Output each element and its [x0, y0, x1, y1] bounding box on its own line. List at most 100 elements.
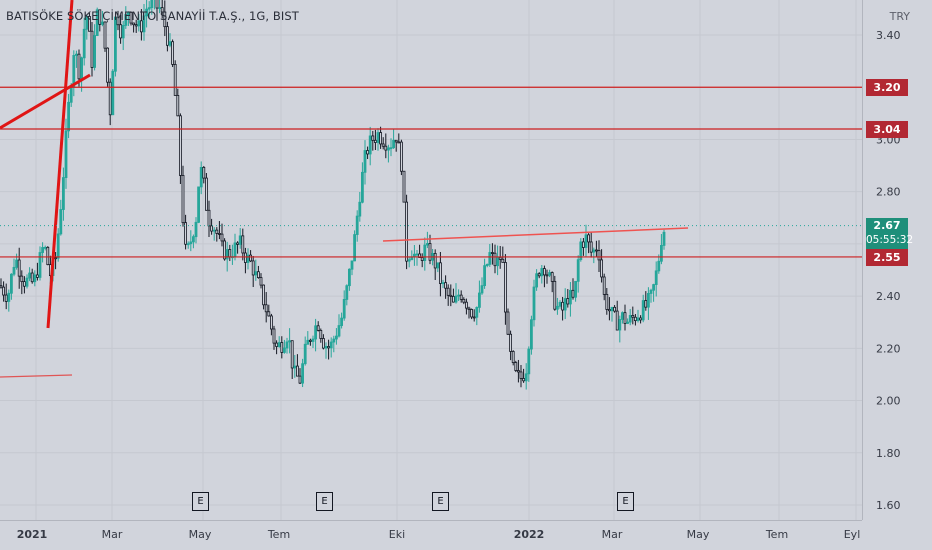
candle-body [503, 262, 507, 313]
candle-body [285, 341, 289, 349]
candle-body [207, 209, 211, 227]
candle-body [418, 253, 422, 258]
candle-body [64, 130, 68, 178]
candle-body [41, 247, 44, 253]
candle-body [215, 229, 219, 234]
earnings-marker[interactable]: E [192, 492, 209, 511]
candle-body [652, 284, 655, 291]
candle-body [36, 274, 39, 278]
candle-body [12, 266, 16, 275]
candle-body [496, 256, 500, 267]
candle-body [553, 280, 557, 310]
candle-body [451, 296, 455, 303]
candle-body [28, 272, 32, 279]
time-tick-label: 2021 [17, 528, 48, 541]
candle-body [407, 259, 411, 262]
candle-body [9, 273, 13, 294]
candle-body [33, 274, 37, 283]
price-tick-label: 1.60 [876, 499, 901, 512]
candle-body [464, 301, 468, 309]
candle-body [77, 53, 81, 80]
candle-body [579, 241, 583, 261]
candle-body [511, 351, 515, 363]
candle-body [59, 209, 63, 235]
candles [0, 0, 666, 390]
candle-body [545, 274, 549, 277]
candle-body [425, 243, 429, 246]
earnings-marker[interactable]: E [432, 492, 449, 511]
candle-body [236, 242, 240, 245]
candle-body [269, 315, 273, 330]
candle-body [647, 293, 650, 308]
candle-body [178, 115, 182, 176]
candle-body [470, 309, 474, 318]
candle-body [454, 295, 458, 303]
candle-body [165, 26, 169, 46]
candle-body [238, 235, 242, 245]
candle-body [340, 317, 344, 326]
earnings-marker[interactable]: E [316, 492, 333, 511]
price-tick-label: 2.40 [876, 290, 901, 303]
candle-body [202, 167, 206, 179]
candle-body [457, 294, 461, 297]
candle-body [171, 41, 175, 65]
candle-body [626, 321, 629, 324]
candle-body [436, 262, 440, 269]
candle-body [618, 319, 622, 331]
candle-body [314, 325, 318, 340]
candle-body [324, 346, 328, 349]
candle-body [249, 254, 253, 262]
candle-body [566, 298, 570, 305]
candle-body [394, 139, 398, 143]
candle-body [636, 317, 640, 322]
candle-body [527, 348, 531, 375]
candle-body [561, 301, 564, 311]
candle-body [194, 221, 198, 238]
candle-body [264, 304, 268, 313]
candle-body [259, 277, 263, 286]
candle-body [277, 342, 281, 347]
candle-body [381, 143, 385, 147]
candle-body [657, 260, 661, 272]
price-tick-label: 2.80 [876, 186, 901, 199]
candle-body [290, 340, 294, 369]
candle-body [327, 346, 331, 349]
candle-body [132, 22, 136, 26]
candle-body [127, 11, 130, 15]
earnings-marker[interactable]: E [617, 492, 634, 511]
candle-body [660, 245, 663, 262]
candle-body [550, 272, 554, 282]
candle-body [7, 292, 11, 302]
candle-body [571, 289, 575, 298]
time-tick-label: Tem [765, 528, 788, 541]
candle-body [485, 263, 489, 267]
candle-body [212, 229, 216, 232]
candle-body [189, 241, 193, 245]
candle-body [501, 258, 505, 263]
candle-body [316, 325, 320, 331]
candle-body [360, 171, 364, 203]
candle-body [563, 298, 567, 311]
candle-body [319, 330, 323, 339]
candle-body [493, 252, 497, 267]
candle-body [535, 273, 538, 288]
candle-body [243, 252, 247, 263]
candle-body [186, 243, 190, 246]
candle-body [267, 311, 271, 317]
candle-body [155, 0, 159, 9]
trendline-drawing [382, 227, 689, 242]
candle-body [334, 335, 338, 340]
candle-body [576, 259, 580, 282]
candle-body [288, 340, 292, 343]
time-tick-label: Tem [267, 528, 290, 541]
candle-body [280, 342, 284, 353]
candle-body [80, 57, 83, 80]
candle-body [582, 241, 585, 248]
price-tick-label: 1.80 [876, 447, 901, 460]
candle-body [282, 347, 286, 353]
candle-body [116, 16, 120, 26]
candle-body [225, 249, 229, 260]
candle-body [371, 135, 375, 141]
candle-body [30, 272, 34, 283]
